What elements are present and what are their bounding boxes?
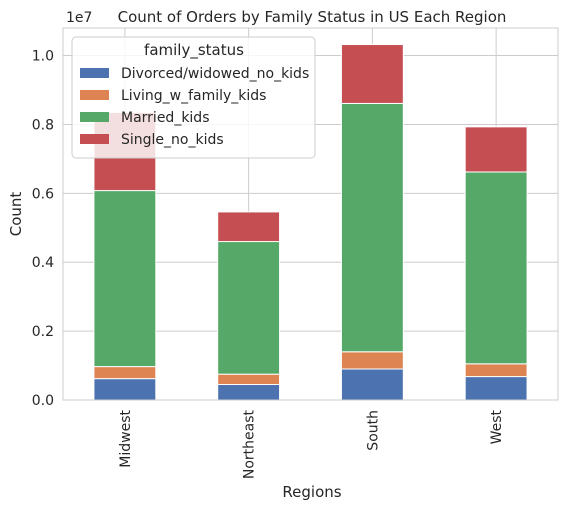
- bar-segment: [217, 384, 281, 401]
- x-tick-label: West: [489, 409, 505, 444]
- legend-items: Divorced/widowed_no_kids Living_w_family_…: [80, 66, 309, 148]
- y-tick-label: 0.6: [32, 186, 54, 202]
- bar-segment: [464, 376, 528, 401]
- bar-segment: [217, 211, 281, 243]
- y-axis-label: Count: [7, 192, 25, 237]
- y-tick-label: 0.0: [32, 393, 54, 409]
- bar-segment: [93, 190, 157, 368]
- plot-frame: [62, 27, 559, 401]
- bar-segment: [93, 378, 157, 401]
- legend-swatch: [80, 134, 109, 144]
- x-tick-label: South: [365, 410, 381, 451]
- y-tick-label: 1.0: [32, 49, 54, 65]
- bar-segment: [340, 368, 404, 401]
- y-tick-labels: 0.0 0.2 0.4 0.6 0.8 1.0: [32, 49, 54, 409]
- x-tick-label: Northeast: [242, 409, 258, 479]
- bar-segment: [464, 126, 528, 173]
- legend-label: Living_w_family_kids: [121, 88, 266, 104]
- legend-box: [71, 36, 316, 159]
- legend-label: Divorced/widowed_no_kids: [121, 66, 309, 82]
- legend: family_status Divorced/widowed_no_kids Li…: [71, 36, 316, 159]
- bar-segment: [340, 44, 404, 104]
- legend-label: Married_kids: [121, 110, 210, 126]
- chart-title: Count of Orders by Family Status in US E…: [118, 8, 507, 26]
- bar-segment: [464, 171, 528, 365]
- legend-swatch: [80, 90, 109, 100]
- bar-segment: [340, 102, 404, 353]
- bar-segment: [464, 363, 528, 378]
- y-tick-label: 0.8: [32, 117, 54, 133]
- x-tick-labels: Midwest Northeast South West: [118, 409, 505, 479]
- legend-swatch: [80, 112, 109, 122]
- bar-segment: [93, 366, 157, 380]
- y-tick-label: 0.4: [32, 255, 54, 271]
- legend-title: family_status: [144, 41, 244, 60]
- x-axis-label: Regions: [282, 483, 341, 501]
- x-tick-label: Midwest: [118, 409, 134, 467]
- y-offset-label: 1e7: [66, 10, 92, 26]
- y-tick-label: 0.2: [32, 324, 54, 340]
- bar-segment: [217, 241, 281, 375]
- bar-segment: [340, 351, 404, 370]
- legend-label: Single_no_kids: [121, 132, 224, 148]
- bar-segment: [217, 373, 281, 385]
- legend-swatch: [80, 68, 109, 78]
